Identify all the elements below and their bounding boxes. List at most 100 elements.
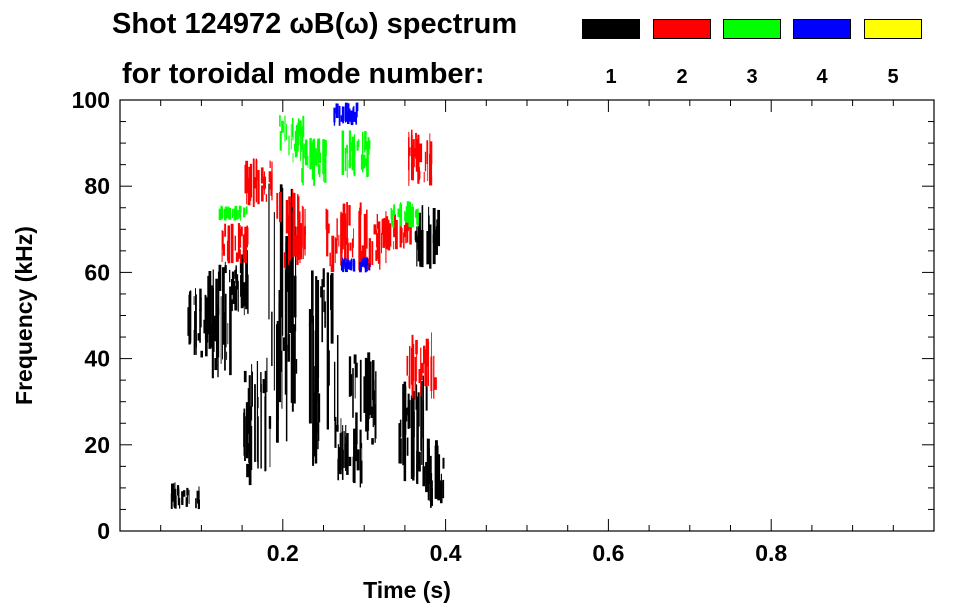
spectrum-mark-n1 — [266, 357, 268, 393]
spectrum-mark-n2 — [276, 192, 279, 219]
spectrum-mark-n2 — [334, 237, 336, 264]
spectrum-mark-n3 — [301, 168, 304, 183]
spectrum-mark-n1 — [264, 396, 267, 472]
spectrum-mark-n2 — [423, 171, 425, 183]
spectrum-mark-n1 — [207, 275, 211, 335]
spectrum-mark-n2 — [415, 132, 417, 159]
y-tick-label: 40 — [84, 346, 110, 372]
spectrum-mark-n1 — [254, 384, 256, 462]
spectrum-mark-n1 — [203, 319, 206, 334]
spectrum-mark-n2 — [405, 215, 407, 244]
spectrum-mark-n1 — [291, 229, 294, 412]
spectrum-mark-n1 — [279, 184, 283, 318]
spectrum-mark-n2 — [327, 223, 330, 234]
spectrum-mark-n2 — [411, 144, 414, 181]
spectrum-mark-n2 — [377, 221, 381, 264]
spectrum-mark-n4 — [342, 260, 345, 269]
spectrum-mark-n3 — [291, 117, 294, 138]
spectrum-mark-n2 — [346, 202, 348, 245]
spectrum-mark-n3 — [279, 115, 281, 127]
y-axis-title: Frequency (kHz) — [11, 226, 37, 405]
spectrum-mark-n2 — [394, 219, 398, 250]
legend-swatch-4 — [793, 19, 851, 39]
spectrum-mark-n2 — [335, 238, 338, 254]
spectrum-mark-n3 — [301, 130, 303, 153]
spectrum-mark-n3 — [239, 207, 241, 221]
spectrum-mark-n1 — [195, 294, 197, 318]
spectrum-mark-n3 — [341, 130, 345, 175]
spectrum-mark-n2 — [230, 223, 234, 264]
spectrum-mark-n2 — [419, 368, 423, 381]
spectrum-mark-n1 — [324, 301, 326, 328]
spectrum-mark-n1 — [292, 324, 296, 404]
spectrum-mark-n2 — [429, 141, 433, 165]
spectrum-mark-n3 — [288, 135, 290, 156]
spectrum-mark-n1 — [368, 354, 370, 420]
spectrum-mark-n1 — [268, 416, 272, 429]
spectrum-mark-n4 — [356, 107, 358, 118]
spectrum-mark-n1 — [278, 302, 281, 376]
spectrum-mark-n1 — [285, 236, 289, 292]
spectrum-mark-n4 — [345, 102, 348, 122]
spectrum-mark-n2 — [222, 243, 225, 256]
legend-label-4: 4 — [816, 66, 828, 88]
spectrum-mark-n2 — [293, 195, 296, 257]
spectrum-mark-n3 — [393, 204, 395, 216]
spectrum-mark-n1 — [234, 286, 238, 311]
spectrum-mark-n2 — [246, 227, 249, 245]
spectrum-mark-n2 — [375, 250, 378, 261]
spectrum-mark-n4 — [350, 110, 354, 126]
spectrum-mark-n1 — [422, 400, 425, 468]
spectrum-mark-n2 — [376, 229, 378, 248]
spectrum-mark-n1 — [407, 393, 410, 429]
spectrum-mark-n3 — [239, 205, 242, 213]
spectrum-mark-n2 — [303, 226, 306, 250]
spectrum-mark-n2 — [413, 148, 417, 157]
spectrum-mark-n1 — [352, 456, 355, 483]
spectrum-mark-n3 — [297, 118, 300, 145]
spectrum-mark-n2 — [239, 228, 242, 248]
spectrum-mark-n2 — [403, 232, 405, 249]
spectrum-mark-n2 — [384, 223, 386, 243]
spectrum-mark-n3 — [286, 124, 287, 141]
spectrum-mark-n1 — [214, 357, 218, 371]
spectrum-mark-n1 — [245, 250, 248, 310]
spectrum-mark-n2 — [388, 223, 391, 239]
spectrum-mark-n3 — [299, 120, 302, 136]
spectrum-mark-n3 — [316, 140, 320, 159]
spectrum-mark-n1 — [248, 443, 250, 463]
spectrum-mark-n1 — [240, 275, 242, 297]
spectrum-mark-n1 — [334, 416, 337, 448]
spectrum-mark-n3 — [415, 209, 418, 217]
spectrum-mark-n3 — [304, 139, 308, 166]
spectrum-mark-n3 — [313, 147, 315, 162]
spectrum-mark-n1 — [248, 375, 251, 426]
spectrum-mark-n1 — [260, 384, 262, 469]
spectrum-mark-n1 — [420, 386, 422, 451]
spectrum-mark-n2 — [371, 241, 374, 266]
spectrum-mark-n1 — [425, 375, 428, 411]
spectrum-mark-n3 — [221, 206, 223, 220]
spectrum-mark-n2 — [424, 151, 427, 172]
spectrum-mark-n3 — [404, 210, 406, 222]
spectrum-mark-n2 — [376, 232, 379, 260]
spectrum-mark-n2 — [373, 224, 377, 235]
spectrum-mark-n1 — [276, 320, 279, 335]
x-tick-label: 0.6 — [592, 540, 624, 566]
spectrum-mark-n2 — [366, 209, 368, 249]
spectrum-mark-n2 — [433, 377, 437, 390]
spectrum-mark-n1 — [429, 473, 433, 502]
spectrum-mark-n3 — [365, 131, 367, 150]
spectrum-mark-n1 — [268, 183, 270, 320]
spectrum-mark-n2 — [291, 189, 294, 208]
spectrum-mark-n2 — [376, 214, 378, 230]
spectrum-mark-n1 — [284, 266, 288, 395]
spectrum-mark-n1 — [323, 289, 325, 313]
spectrum-mark-n1 — [185, 497, 188, 507]
legend-swatch-5 — [864, 19, 922, 39]
spectrum-mark-n1 — [260, 372, 262, 392]
spectrum-mark-n1 — [287, 255, 290, 352]
spectrum-mark-n1 — [194, 311, 197, 335]
spectrum-mark-n1 — [313, 392, 316, 457]
